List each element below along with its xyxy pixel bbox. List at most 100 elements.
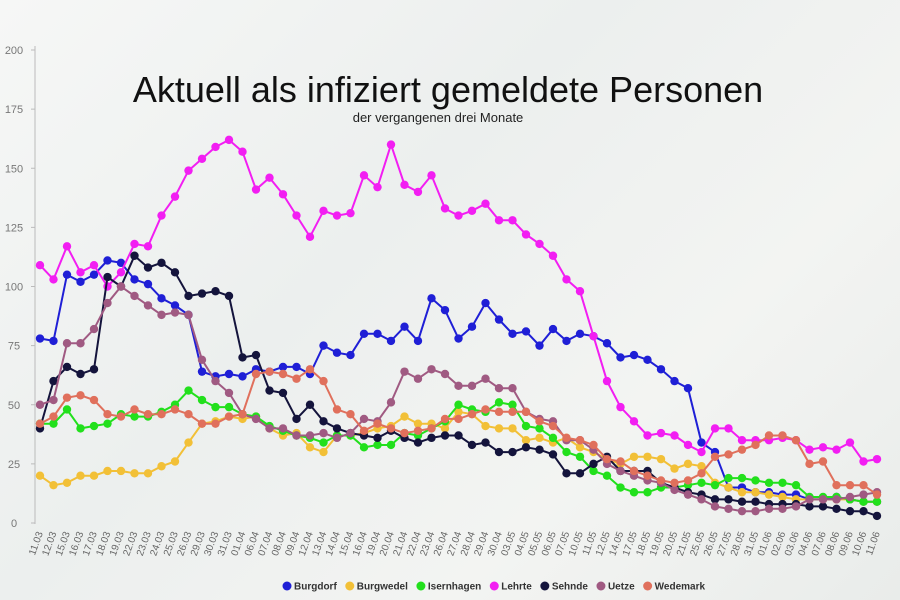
point bbox=[400, 412, 409, 421]
point bbox=[130, 412, 139, 421]
point bbox=[197, 419, 207, 428]
point bbox=[251, 369, 261, 379]
point bbox=[305, 443, 315, 452]
point bbox=[683, 459, 693, 469]
point bbox=[211, 376, 220, 386]
point bbox=[332, 211, 342, 220]
series bbox=[35, 386, 882, 506]
point bbox=[305, 365, 315, 374]
point bbox=[845, 506, 855, 516]
point bbox=[670, 464, 679, 473]
point bbox=[764, 504, 774, 514]
point bbox=[197, 367, 207, 376]
point bbox=[265, 424, 274, 433]
y-tick-label: 150 bbox=[5, 163, 23, 175]
point bbox=[197, 395, 207, 405]
point bbox=[872, 454, 882, 464]
point bbox=[575, 469, 585, 478]
point bbox=[413, 374, 423, 383]
point bbox=[656, 428, 666, 438]
y-tick-label: 175 bbox=[5, 104, 23, 116]
point bbox=[710, 452, 720, 461]
legend-label: Burgwedel bbox=[357, 582, 408, 593]
point bbox=[157, 310, 166, 320]
point bbox=[49, 412, 58, 421]
point bbox=[440, 424, 450, 433]
point bbox=[494, 216, 504, 225]
point bbox=[89, 365, 99, 374]
point bbox=[427, 424, 436, 433]
point bbox=[143, 263, 153, 272]
point bbox=[440, 369, 450, 379]
point bbox=[481, 374, 490, 383]
point bbox=[251, 414, 261, 424]
legend-marker bbox=[643, 581, 653, 591]
point bbox=[157, 462, 166, 471]
point bbox=[346, 350, 355, 360]
y-tick-label: 50 bbox=[8, 400, 20, 412]
point bbox=[413, 438, 423, 447]
point bbox=[737, 488, 747, 497]
point bbox=[643, 355, 652, 365]
point bbox=[872, 490, 882, 499]
point bbox=[832, 445, 841, 454]
point bbox=[778, 478, 787, 487]
point bbox=[224, 402, 234, 412]
point bbox=[535, 424, 544, 433]
point bbox=[535, 417, 544, 426]
point bbox=[35, 471, 45, 480]
point bbox=[737, 473, 747, 483]
point bbox=[562, 433, 571, 443]
point bbox=[521, 436, 531, 445]
legend-marker bbox=[345, 581, 355, 591]
point bbox=[616, 353, 625, 362]
point bbox=[508, 383, 517, 393]
point bbox=[89, 324, 99, 334]
point bbox=[481, 438, 490, 447]
point bbox=[710, 480, 720, 490]
point bbox=[238, 147, 247, 156]
point bbox=[589, 466, 598, 476]
point bbox=[292, 431, 301, 440]
point bbox=[494, 424, 504, 433]
point bbox=[454, 334, 463, 343]
point bbox=[535, 239, 544, 249]
point bbox=[440, 305, 450, 315]
point bbox=[521, 407, 531, 417]
point bbox=[521, 421, 531, 431]
point bbox=[319, 438, 328, 447]
point bbox=[575, 452, 585, 461]
point bbox=[575, 287, 585, 296]
point bbox=[616, 402, 625, 412]
point bbox=[49, 376, 58, 386]
point bbox=[359, 443, 369, 452]
point bbox=[49, 336, 58, 346]
point bbox=[548, 433, 558, 443]
point bbox=[751, 497, 760, 506]
point bbox=[251, 350, 261, 360]
point bbox=[670, 376, 679, 386]
point bbox=[49, 275, 58, 284]
y-tick-label: 0 bbox=[11, 518, 17, 530]
point bbox=[724, 473, 733, 483]
point bbox=[211, 287, 220, 296]
legend-marker bbox=[489, 581, 499, 591]
point bbox=[35, 261, 45, 270]
point bbox=[440, 414, 450, 424]
point bbox=[481, 421, 490, 431]
point bbox=[211, 142, 220, 152]
point bbox=[805, 459, 814, 469]
point bbox=[764, 490, 774, 499]
point bbox=[116, 466, 126, 476]
point bbox=[683, 490, 693, 499]
point bbox=[494, 383, 504, 393]
y-tick-label: 125 bbox=[5, 222, 23, 234]
point bbox=[508, 216, 517, 225]
legend-label: Lehrte bbox=[501, 582, 532, 593]
point bbox=[305, 400, 315, 409]
point bbox=[616, 483, 625, 492]
point bbox=[319, 428, 328, 438]
point bbox=[467, 440, 477, 450]
line bbox=[39, 410, 877, 503]
point bbox=[791, 436, 801, 445]
